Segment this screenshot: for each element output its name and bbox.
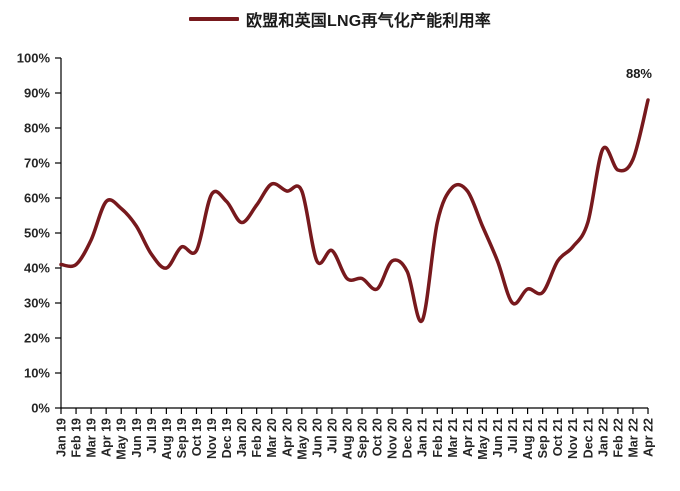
x-axis-tick-label: May 19 <box>115 418 129 460</box>
x-axis-tick-label: Aug 19 <box>160 418 174 460</box>
y-axis-tick-label: 70% <box>24 156 50 171</box>
x-axis-tick-label: Feb 20 <box>250 418 264 458</box>
x-axis-tick-label: Oct 21 <box>551 418 565 456</box>
x-axis-tick-label: Mar 19 <box>85 418 99 458</box>
legend-label: 欧盟和英国LNG再气化产能利用率 <box>246 13 491 30</box>
x-axis-tick-label: Jul 20 <box>325 418 339 453</box>
x-axis-tick-label: Oct 20 <box>371 418 385 456</box>
y-axis-tick-label: 100% <box>17 51 51 66</box>
x-axis-tick-label: Feb 19 <box>70 418 84 458</box>
last-value-annotation: 88% <box>626 66 652 81</box>
y-axis-tick-label: 50% <box>24 226 50 241</box>
y-axis-tick-label: 10% <box>24 366 50 381</box>
x-axis-tick-label: May 21 <box>476 418 490 460</box>
x-axis-tick-label: Jul 19 <box>145 418 159 453</box>
x-axis-tick-label: Aug 21 <box>521 418 535 460</box>
x-axis-tick-label: Feb 21 <box>431 418 445 458</box>
x-axis-tick-label: Jan 19 <box>55 418 69 457</box>
y-axis-tick-label: 60% <box>24 191 50 206</box>
utilization-line-series <box>59 98 650 324</box>
x-axis-tick-label: Feb 22 <box>611 418 625 458</box>
y-axis-tick-label: 20% <box>24 331 50 346</box>
x-axis-tick-label: Apr 20 <box>280 418 294 457</box>
x-axis-tick-label: Nov 19 <box>205 418 219 459</box>
x-axis-tick-label: Mar 21 <box>446 418 460 458</box>
x-axis-tick-label: Sep 21 <box>536 418 550 458</box>
x-axis-tick-label: Mar 22 <box>626 418 640 458</box>
x-axis-tick-label: May 20 <box>295 418 309 460</box>
y-axis-tick-label: 90% <box>24 86 50 101</box>
x-axis-tick-label: Jun 20 <box>310 418 324 458</box>
x-axis-tick-label: Dec 20 <box>401 418 415 458</box>
x-axis-tick-label: Sep 20 <box>356 418 370 458</box>
y-axis-tick-label: 40% <box>24 261 50 276</box>
x-axis-tick-label: Jul 21 <box>506 418 520 453</box>
x-axis-tick-label: Jun 21 <box>491 418 505 458</box>
x-axis-tick-label: Nov 21 <box>566 418 580 459</box>
y-axis-tick-label: 30% <box>24 296 50 311</box>
x-axis-tick-label: Apr 22 <box>642 418 656 457</box>
chart-legend: 欧盟和英国LNG再气化产能利用率 <box>0 7 680 31</box>
legend-line-marker <box>189 17 239 21</box>
x-axis-tick-label: Apr 19 <box>100 418 114 457</box>
x-axis-tick-label: Jun 19 <box>130 418 144 458</box>
y-axis-tick-label: 0% <box>31 401 50 416</box>
x-axis-tick-label: Sep 19 <box>175 418 189 458</box>
x-axis-tick-label: Nov 20 <box>386 418 400 459</box>
x-axis-tick-label: Jan 20 <box>235 418 249 457</box>
x-axis-tick-label: Jan 22 <box>596 418 610 457</box>
y-axis-tick-label: 80% <box>24 121 50 136</box>
x-axis-tick-label: Oct 19 <box>190 418 204 456</box>
x-axis-tick-label: Apr 21 <box>461 418 475 457</box>
x-axis-tick-label: Dec 19 <box>220 418 234 458</box>
x-axis-tick-label: Jan 21 <box>416 418 430 457</box>
x-axis-tick-label: Mar 20 <box>265 418 279 458</box>
x-axis-tick-label: Dec 21 <box>581 418 595 458</box>
x-axis-tick-label: Aug 20 <box>340 418 354 460</box>
